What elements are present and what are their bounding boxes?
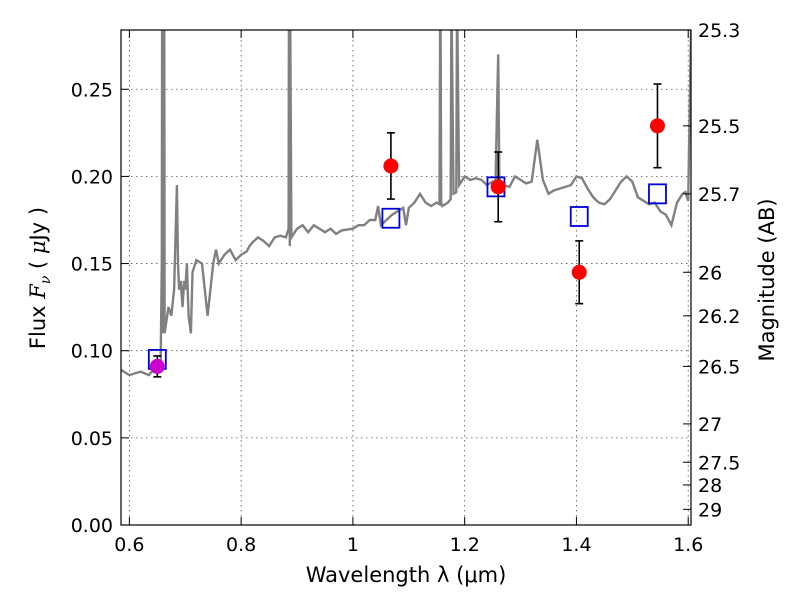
plot-frame	[120, 29, 692, 526]
tick-layer: 0.6 0.8 1 1.2 1.4 1.6 0.00 0.05 0.10 0.15 0.20 0.25…	[71, 20, 741, 556]
y-axis-label: Flux Fν ( μJy )	[26, 207, 54, 349]
x-axis-label: Wavelength λ (μm)	[306, 563, 507, 587]
y2-tick-label: 27.5	[698, 452, 740, 474]
model-band-square	[569, 206, 589, 227]
x-tick-label: 1	[347, 534, 359, 556]
x-tick-label: 1.6	[673, 534, 703, 556]
grid-layer	[121, 30, 691, 526]
model-band-square	[648, 183, 667, 205]
y2-tick-label: 25.7	[698, 184, 740, 206]
red-data-point	[383, 158, 399, 174]
y2-tick-label: 26.5	[698, 356, 740, 378]
y2-tick-label: 25.3	[698, 20, 740, 42]
y-tick-label: 0.15	[71, 254, 113, 276]
y-tick-label: 0.05	[71, 428, 113, 450]
y2-tick-label: 28	[698, 475, 722, 497]
spectrum-line	[121, 30, 691, 377]
magenta-data-point	[149, 358, 165, 374]
red-data-point	[571, 264, 587, 280]
y2-tick-label: 25.5	[698, 116, 740, 138]
x-tick-label: 0.6	[114, 534, 144, 556]
y2-tick-label: 29	[698, 499, 722, 521]
points-layer	[147, 83, 667, 378]
x-tick-label: 1.4	[561, 534, 591, 556]
y-tick-label: 0.00	[71, 515, 113, 537]
axes-layer	[120, 29, 692, 526]
y2-tick-label: 26	[698, 262, 722, 284]
spectrum-layer	[121, 30, 691, 377]
y-tick-label: 0.20	[71, 166, 113, 188]
red-data-point	[490, 179, 506, 195]
y2-tick-label: 26.2	[698, 306, 740, 328]
y2-axis-label: Magnitude (AB)	[755, 198, 779, 361]
x-tick-label: 0.8	[226, 534, 256, 556]
svg-text:Flux Fν ( μJy ): Flux Fν ( μJy )	[26, 207, 54, 349]
y-tick-label: 0.25	[71, 79, 113, 101]
x-tick-label: 1.2	[450, 534, 480, 556]
red-data-point	[649, 118, 665, 134]
y-axis-label-flux: Flux	[26, 299, 50, 349]
model-band-square	[381, 207, 401, 229]
y-tick-label: 0.10	[71, 341, 113, 363]
y2-tick-label: 27	[698, 414, 722, 436]
